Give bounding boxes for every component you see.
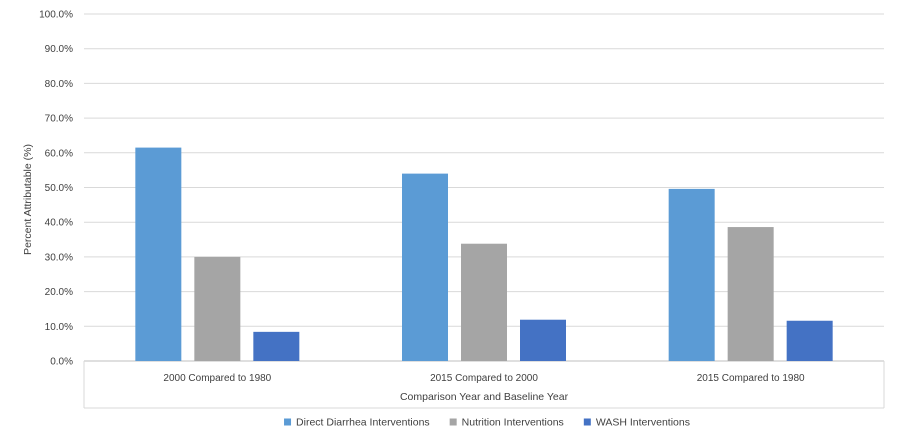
x-axis-title: Comparison Year and Baseline Year xyxy=(400,391,569,403)
x-axis-ticks: 2000 Compared to 1980 2015 Compared to 20… xyxy=(163,373,805,384)
legend-label: Nutrition Interventions xyxy=(462,417,564,429)
y-tick-label: 50.0% xyxy=(45,183,73,194)
bar xyxy=(668,188,715,361)
y-tick-label: 10.0% xyxy=(45,322,73,333)
legend: Direct Diarrhea Interventions Nutrition I… xyxy=(284,417,690,429)
bar xyxy=(253,331,300,361)
y-tick-label: 40.0% xyxy=(45,218,73,229)
y-axis-title: Percent Attributable (%) xyxy=(22,144,34,255)
y-tick-label: 100.0% xyxy=(39,10,73,21)
y-tick-label: 30.0% xyxy=(45,252,73,263)
y-tick-label: 0.0% xyxy=(50,357,73,368)
y-tick-label: 60.0% xyxy=(45,148,73,159)
legend-swatch xyxy=(583,418,591,426)
y-tick-label: 70.0% xyxy=(45,114,73,125)
bar xyxy=(135,147,182,361)
x-tick-label: 2015 Compared to 2000 xyxy=(430,373,538,384)
legend-label: Direct Diarrhea Interventions xyxy=(296,417,430,429)
y-tick-label: 20.0% xyxy=(45,287,73,298)
bar xyxy=(786,320,833,361)
bar xyxy=(520,319,566,361)
legend-swatch xyxy=(284,418,292,426)
x-axis-frame xyxy=(83,361,885,409)
bars xyxy=(135,147,833,361)
bar xyxy=(461,243,507,361)
bar xyxy=(194,256,241,361)
bar xyxy=(402,173,448,361)
legend-label: WASH Interventions xyxy=(596,417,690,429)
bar xyxy=(727,227,774,361)
x-tick-label: 2015 Compared to 1980 xyxy=(697,373,805,384)
x-tick-label: 2000 Compared to 1980 xyxy=(163,373,271,384)
y-axis-ticks: 0.0% 10.0% 20.0% 30.0% 40.0% 50.0% 60.0% 70.0% 8… xyxy=(39,10,73,368)
legend-swatch xyxy=(449,418,457,426)
y-tick-label: 80.0% xyxy=(45,79,73,90)
y-tick-label: 90.0% xyxy=(45,44,73,55)
